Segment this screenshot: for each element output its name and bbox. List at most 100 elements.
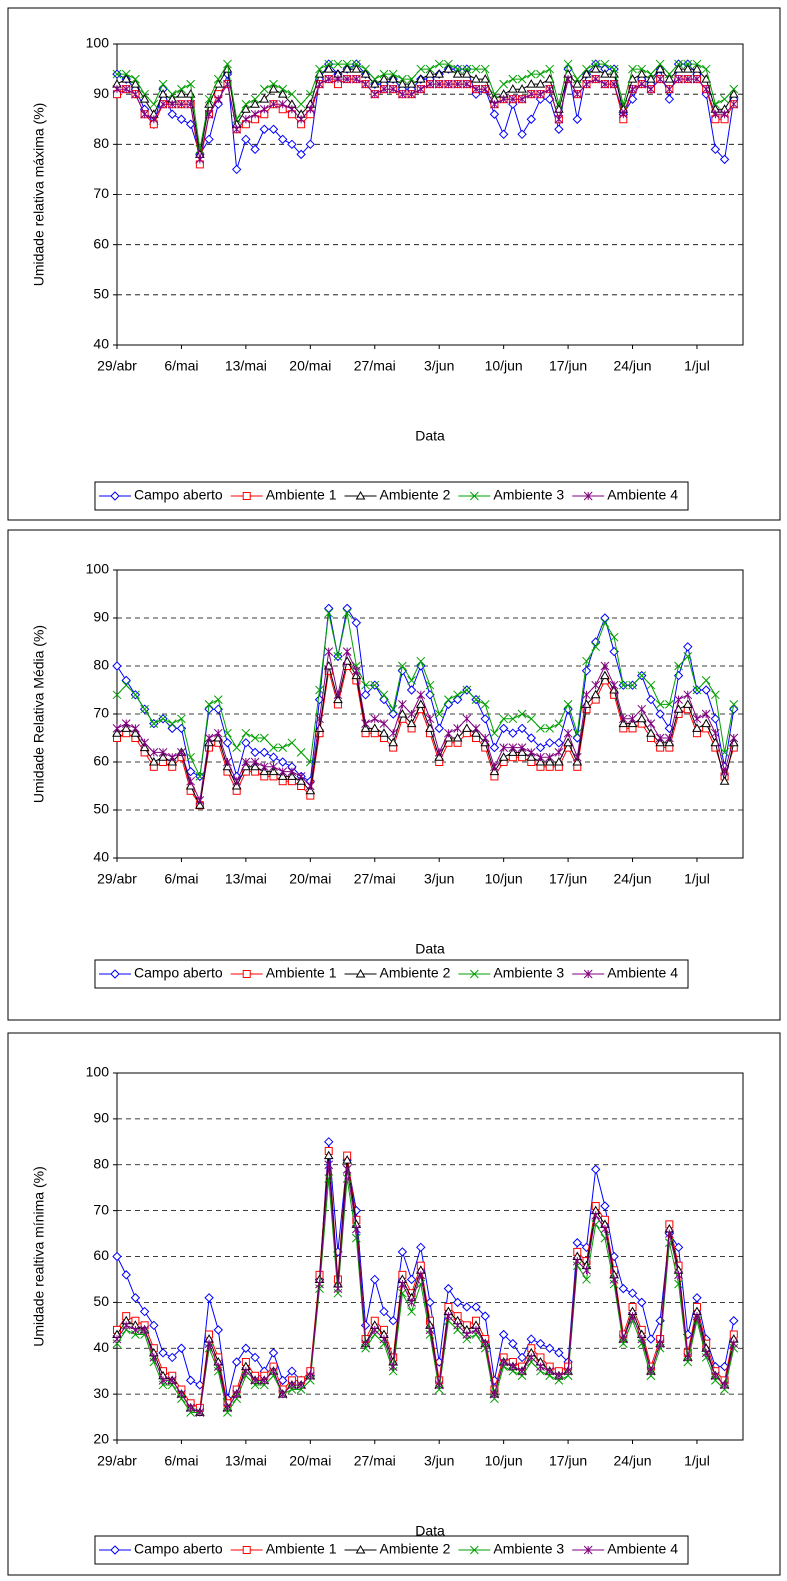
y-tick-label: 40 xyxy=(93,849,109,865)
marker xyxy=(711,1376,720,1385)
marker xyxy=(544,756,555,766)
marker xyxy=(121,74,132,83)
panel-frame xyxy=(7,1032,781,1576)
x-tick-label: 6/mai xyxy=(164,871,198,887)
marker xyxy=(526,714,536,724)
marker xyxy=(526,114,536,124)
marker xyxy=(305,1371,315,1381)
marker xyxy=(250,761,260,771)
marker xyxy=(388,1366,398,1376)
marker xyxy=(406,685,417,695)
y-tick-label: 100 xyxy=(86,1064,110,1080)
x-tick-label: 27/mai xyxy=(354,358,396,374)
y-tick-label: 40 xyxy=(93,1339,109,1355)
marker xyxy=(664,69,674,79)
marker xyxy=(177,84,186,94)
x-tick-label: 10/jun xyxy=(485,871,523,887)
marker xyxy=(462,79,472,89)
x-tick-label: 17/jun xyxy=(549,358,587,374)
marker xyxy=(259,766,270,776)
marker xyxy=(627,1288,638,1298)
marker xyxy=(452,732,463,742)
marker xyxy=(581,666,592,676)
marker xyxy=(719,154,730,165)
marker xyxy=(637,1334,647,1344)
x-axis-label: Data xyxy=(415,1523,445,1539)
marker xyxy=(471,724,481,733)
marker xyxy=(241,104,251,113)
marker xyxy=(213,1366,223,1376)
marker xyxy=(572,79,583,88)
y-tick-label: 50 xyxy=(93,801,109,817)
marker xyxy=(231,164,242,175)
marker xyxy=(554,748,564,757)
marker xyxy=(269,99,278,109)
marker xyxy=(296,776,306,785)
marker xyxy=(131,1330,140,1339)
marker xyxy=(158,1348,168,1358)
x-tick-label: 13/mai xyxy=(225,871,267,887)
marker xyxy=(250,94,260,104)
marker xyxy=(259,1376,269,1385)
marker xyxy=(517,94,527,104)
marker xyxy=(379,1306,389,1317)
marker xyxy=(360,690,371,700)
marker xyxy=(655,700,665,709)
marker xyxy=(323,1150,334,1160)
marker xyxy=(242,1546,251,1554)
marker xyxy=(674,661,683,671)
marker xyxy=(370,1274,380,1285)
marker xyxy=(296,1385,306,1394)
x-tick-label: 29/abr xyxy=(97,871,137,887)
marker xyxy=(416,1242,426,1253)
marker xyxy=(241,738,251,748)
marker xyxy=(728,89,739,98)
x-tick-label: 20/mai xyxy=(289,871,331,887)
marker xyxy=(204,1339,214,1349)
marker xyxy=(729,1343,739,1353)
x-tick-label: 27/mai xyxy=(354,871,396,887)
marker xyxy=(369,723,380,732)
marker xyxy=(388,1316,398,1326)
marker xyxy=(342,608,352,618)
marker xyxy=(517,747,527,756)
marker xyxy=(591,680,601,690)
marker xyxy=(355,968,366,978)
marker xyxy=(342,59,352,69)
marker xyxy=(507,747,518,756)
marker xyxy=(296,114,306,124)
marker xyxy=(554,124,564,134)
marker xyxy=(305,104,315,114)
marker xyxy=(185,1375,196,1386)
marker xyxy=(425,680,435,690)
marker xyxy=(324,1160,334,1170)
marker xyxy=(231,1357,242,1367)
marker xyxy=(333,694,343,704)
marker xyxy=(158,1380,168,1390)
marker xyxy=(583,1545,593,1555)
series-line xyxy=(116,1155,735,1414)
marker xyxy=(177,1394,186,1404)
marker xyxy=(416,656,426,666)
legend-box xyxy=(94,959,689,989)
marker xyxy=(140,109,149,119)
marker xyxy=(140,704,149,714)
marker xyxy=(250,144,260,155)
marker xyxy=(388,737,399,747)
marker xyxy=(121,1320,131,1330)
marker xyxy=(517,129,527,140)
marker xyxy=(324,603,334,614)
marker xyxy=(719,776,730,785)
marker xyxy=(536,724,545,733)
marker xyxy=(710,144,721,155)
marker xyxy=(388,704,398,714)
marker xyxy=(720,767,729,776)
marker xyxy=(139,1306,150,1317)
marker xyxy=(452,69,463,78)
marker xyxy=(480,74,491,83)
marker xyxy=(186,99,196,109)
series-line xyxy=(116,1141,735,1399)
marker xyxy=(461,723,472,732)
marker xyxy=(674,1279,683,1289)
marker xyxy=(517,1366,527,1376)
